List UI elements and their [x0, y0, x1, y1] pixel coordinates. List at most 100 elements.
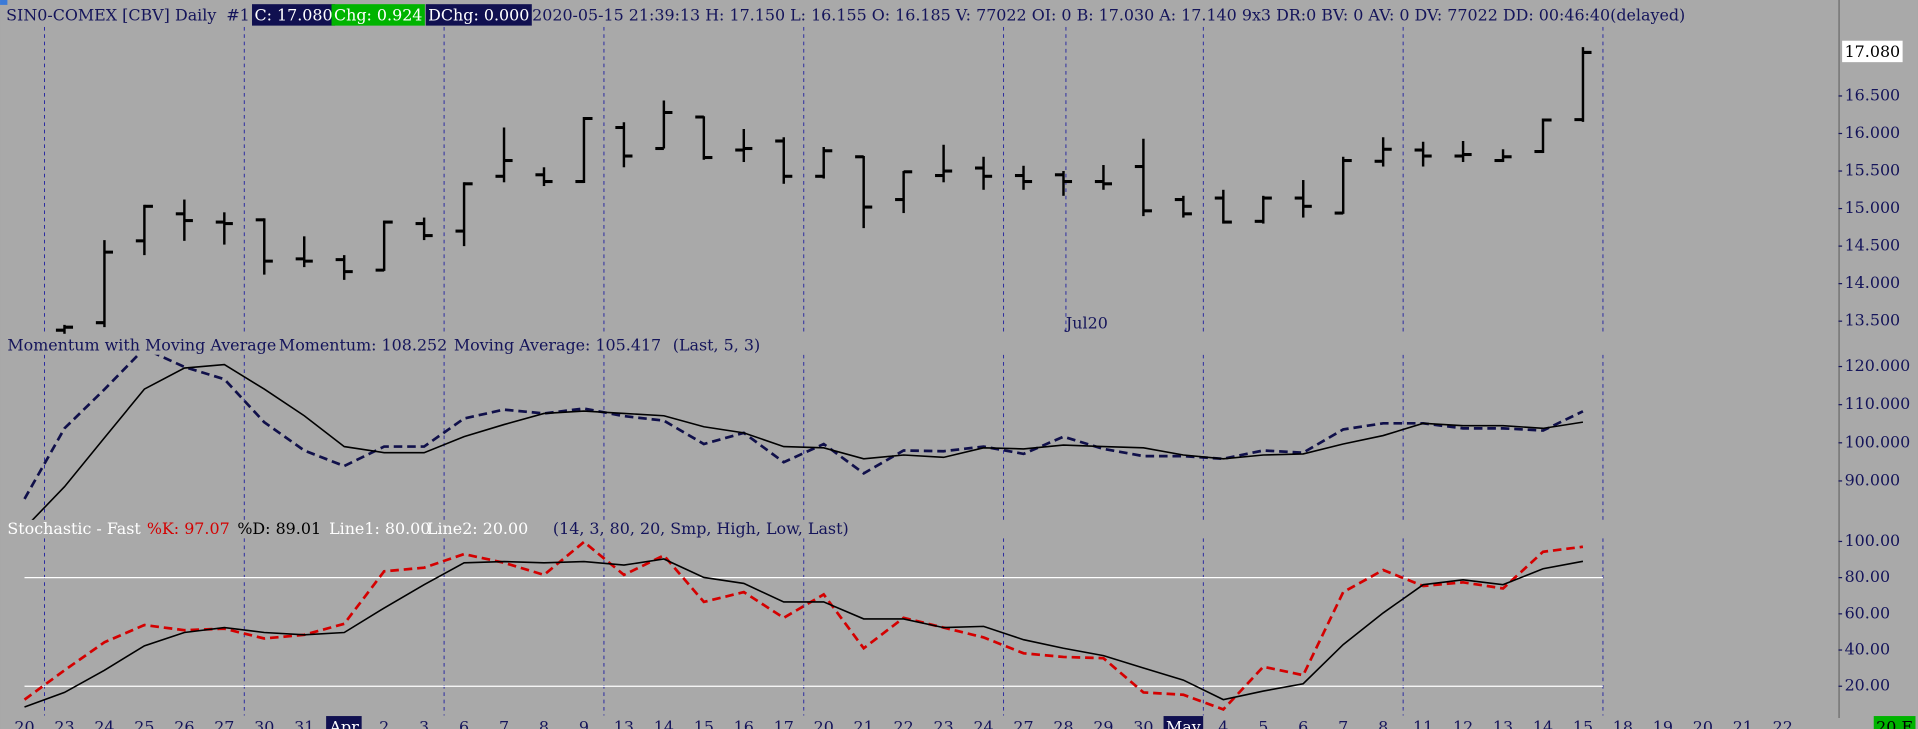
legend-entry: Line2: 20.00	[427, 519, 528, 538]
x-tick-label: 21	[854, 717, 874, 729]
x-tick-label: 22	[1773, 717, 1793, 729]
x-tick-label: 13	[1493, 717, 1513, 729]
value-box	[331, 4, 425, 26]
x-tick-label: 9	[579, 717, 589, 729]
legend-entry: %D: 89.01	[237, 519, 321, 538]
series-line	[31, 363, 1584, 520]
contract-label: Jul20	[1064, 314, 1108, 333]
x-tick-label: 14	[1533, 717, 1553, 729]
x-tick-label: 20	[14, 717, 34, 729]
x-tick-label: 12	[1453, 717, 1473, 729]
x-tick-label: 29	[1093, 717, 1113, 729]
x-tick-label: 25	[134, 717, 154, 729]
x-tick-label: 27	[1013, 717, 1033, 729]
x-tick-label: 31	[294, 717, 314, 729]
indicator-params: (14, 3, 80, 20, Smp, High, Low, Last)	[553, 519, 849, 538]
month-box	[326, 716, 362, 729]
value-box	[425, 4, 532, 26]
x-tick-label: 23	[933, 717, 953, 729]
y-tick-label: 15.500	[1845, 161, 1901, 180]
legend-entry: Moving Average: 105.417	[454, 336, 661, 355]
y-tick-label: 14.500	[1845, 236, 1901, 255]
dchange-value: DChg: 0.000	[428, 5, 529, 24]
panel: Jul20	[44, 26, 1604, 334]
y-tick-label: 120.000	[1845, 356, 1911, 375]
x-tick-label: 22	[894, 717, 914, 729]
x-tick-label: 5	[1258, 717, 1268, 729]
x-tick-label: Apr	[329, 717, 360, 729]
y-tick-label: 110.000	[1845, 394, 1911, 413]
x-tick-label: 15	[1573, 717, 1593, 729]
month-box	[1163, 716, 1204, 729]
window-icon	[0, 0, 8, 5]
quote-details: 2020-05-15 21:39:13 H: 17.150 L: 16.155 …	[532, 5, 1685, 24]
last-price-box	[1842, 40, 1903, 63]
x-tick-label: 30	[254, 717, 274, 729]
x-tick-label: 7	[499, 717, 509, 729]
series-line	[23, 354, 1584, 500]
panel	[23, 538, 1604, 716]
x-tick-label: 13	[614, 717, 634, 729]
corner-box	[1873, 716, 1916, 729]
y-tick-label: 90.000	[1845, 470, 1901, 489]
x-tick-label: 16	[734, 717, 754, 729]
series-line	[23, 540, 1584, 711]
x-tick-label: 30	[1133, 717, 1153, 729]
x-tick-label: 26	[174, 717, 194, 729]
x-tick-label: May	[1166, 717, 1201, 729]
x-tick-label: 27	[214, 717, 234, 729]
y-tick-label: 14.000	[1845, 273, 1901, 292]
x-tick-label: 24	[94, 717, 114, 729]
interval: Daily	[175, 5, 216, 24]
y-tick-label: 16.000	[1845, 123, 1901, 142]
x-tick-label: 6	[1298, 717, 1308, 729]
x-tick-label: 8	[539, 717, 549, 729]
x-tick-label: 6	[459, 717, 469, 729]
indicator-params: (Last, 5, 3)	[673, 336, 760, 355]
header: SIN0-COMEX [CBV] Daily #1 C: 17.080 Chg:…	[6, 4, 1685, 26]
y-tick-label: 100.000	[1845, 432, 1911, 451]
value-box	[252, 4, 336, 26]
indicator-title: Stochastic - Fast	[7, 519, 141, 538]
corner-label: 20 E	[1876, 717, 1913, 729]
y-tick-label: 20.00	[1845, 676, 1891, 695]
x-tick-label: 4	[1218, 717, 1228, 729]
x-tick-label: 28	[1053, 717, 1073, 729]
x-tick-label: 14	[654, 717, 674, 729]
x-tick-label: 18	[1613, 717, 1633, 729]
x-tick-label: 20	[814, 717, 834, 729]
window-number: #1	[226, 5, 249, 24]
y-tick-label: 80.00	[1845, 567, 1891, 586]
y-tick-label: 40.00	[1845, 640, 1891, 659]
last-price-label: 17.080	[1845, 42, 1901, 61]
x-tick-label: 21	[1733, 717, 1753, 729]
x-tick-label: 7	[1338, 717, 1348, 729]
panel	[23, 354, 1604, 520]
series-line	[24, 558, 1584, 708]
y-tick-label: 60.00	[1845, 603, 1891, 622]
y-tick-label: 15.000	[1845, 198, 1901, 217]
x-tick-label: 11	[1413, 717, 1433, 729]
indicator-title: Momentum with Moving Average	[7, 336, 276, 355]
legend-entry: Line1: 80.00	[329, 519, 430, 538]
x-tick-label: 2	[379, 717, 389, 729]
y-tick-label: 100.00	[1845, 531, 1901, 550]
legend-entry: Momentum: 108.252	[279, 336, 447, 355]
x-tick-label: 20	[1693, 717, 1713, 729]
legend-entry: %K: 97.07	[147, 519, 230, 538]
symbol: SIN0-COMEX [CBV]	[6, 5, 170, 24]
y-tick-label: 13.500	[1845, 311, 1901, 330]
x-tick-label: 19	[1653, 717, 1673, 729]
x-tick-label: 17	[774, 717, 794, 729]
x-tick-label: 8	[1378, 717, 1388, 729]
legends: Momentum with Moving Average Momentum: 1…	[7, 336, 848, 538]
change-value: Chg: 0.924	[334, 5, 422, 24]
y-tick-label: 16.500	[1845, 85, 1901, 104]
x-tick-label: 15	[694, 717, 714, 729]
x-tick-label: 24	[973, 717, 993, 729]
x-tick-label: 23	[54, 717, 74, 729]
x-tick-label: 3	[419, 717, 429, 729]
